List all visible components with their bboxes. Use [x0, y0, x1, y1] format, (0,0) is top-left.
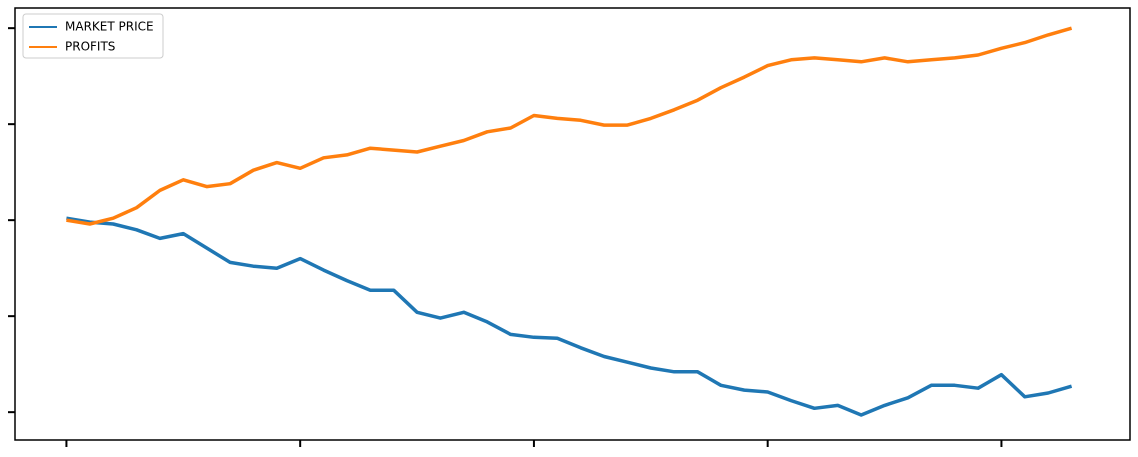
series-line [66, 26, 1073, 226]
legend-label: MARKET PRICE [65, 20, 154, 34]
series-line [66, 216, 1073, 417]
axes-frame [14, 7, 1131, 441]
legend-box [22, 13, 164, 59]
legend-label: PROFITS [65, 40, 115, 54]
